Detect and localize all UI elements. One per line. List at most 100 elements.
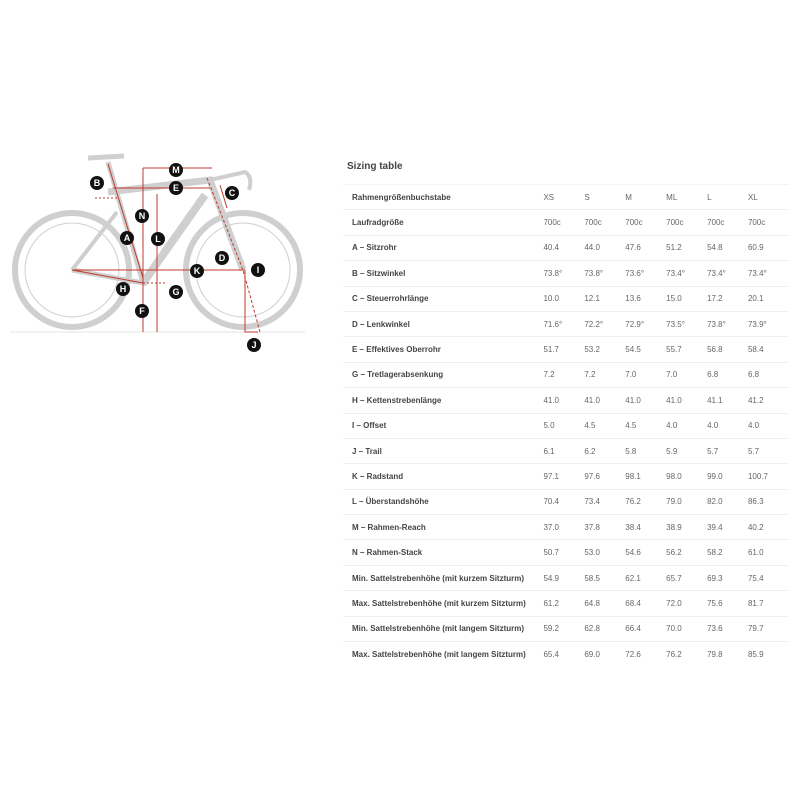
cell-value: 70.0 [666, 615, 708, 642]
cell-value: 13.6 [625, 285, 667, 312]
row-label: J – Trail [343, 437, 544, 464]
table-row: J – Trail 6.1 6.2 5.8 5.9 5.7 5.7 [343, 437, 789, 464]
row-label: Max. Sattelstrebenhöhe (mit langem Sitzt… [343, 641, 544, 667]
cell-value: 44.0 [584, 234, 626, 261]
cell-value: 41.0 [543, 387, 585, 414]
size-header-l: L [707, 183, 748, 210]
marker-n: N [135, 209, 149, 223]
svg-text:N: N [139, 211, 146, 221]
table-row: E – Effektives Oberrohr 51.7 53.2 54.5 55.7 5… [343, 336, 789, 363]
cell-value: 79.0 [666, 488, 708, 515]
marker-a: A [120, 231, 134, 245]
cell-value: 82.0 [707, 488, 748, 515]
row-label: Max. Sattelstrebenhöhe (mit kurzem Sitzt… [343, 590, 544, 617]
cell-value: 100.7 [747, 463, 789, 490]
cell-value: 56.8 [707, 336, 748, 363]
cell-value: 69.3 [707, 564, 748, 591]
svg-text:G: G [172, 287, 179, 297]
cell-value: 99.0 [707, 463, 748, 490]
cell-value: 72.9° [625, 310, 667, 337]
cell-value: 56.2 [666, 539, 708, 566]
cell-value: 58.4 [747, 336, 789, 363]
cell-value: 40.2 [747, 514, 789, 540]
cell-value: 39.4 [707, 514, 748, 540]
cell-value: 75.4 [747, 564, 789, 591]
marker-e: E [169, 181, 183, 195]
cell-value: 85.9 [747, 641, 789, 667]
table-row: N – Rahmen-Stack 50.7 53.0 54.6 56.2 58.2 61.0 [343, 539, 789, 566]
table-row: L – Überstandshöhe 70.4 73.4 76.2 79.0 82.0 86… [343, 488, 789, 515]
cell-value: 62.1 [625, 564, 667, 591]
cell-value: 700c [584, 209, 626, 236]
cell-value: 97.6 [584, 463, 626, 490]
cell-value: 38.9 [666, 514, 708, 540]
row-label: Laufradgröße [343, 209, 544, 236]
cell-value: 72.2° [584, 310, 626, 337]
cell-value: 6.8 [747, 361, 789, 388]
cell-value: 41.0 [666, 387, 708, 414]
cell-value: 40.4 [543, 234, 585, 261]
table-row: G – Tretlagerabsenkung 7.2 7.2 7.0 7.0 6.8 6.8 [343, 361, 789, 388]
table-row: Max. Sattelstrebenhöhe (mit kurzem Sitzt… [343, 590, 789, 617]
table-row: K – Radstand 97.1 97.6 98.1 98.0 99.0 100.7 [343, 463, 789, 490]
cell-value: 68.4 [625, 590, 667, 617]
bike-geometry-diagram: M E B C N A L D K I H G F J [10, 153, 305, 352]
size-header-xs: XS [543, 183, 585, 210]
cell-value: 66.4 [625, 615, 667, 642]
cell-value: 73.8° [707, 310, 748, 337]
marker-d: D [215, 251, 229, 265]
table-row: M – Rahmen-Reach 37.0 37.8 38.4 38.9 39.4 40.2 [343, 514, 789, 540]
cell-value: 51.7 [543, 336, 585, 363]
sizing-table: Rahmengrößenbuchstabe XS S M ML L XL Laufradgrö… [343, 183, 789, 667]
cell-value: 41.2 [747, 387, 789, 414]
cell-value: 54.5 [625, 336, 667, 363]
cell-value: 98.0 [666, 463, 708, 490]
row-label: K – Radstand [343, 463, 544, 490]
row-label: G – Tretlagerabsenkung [343, 361, 544, 388]
cell-value: 4.0 [747, 412, 789, 439]
cell-value: 12.1 [584, 285, 626, 312]
row-label: I – Offset [343, 412, 544, 439]
cell-value: 5.9 [666, 437, 708, 464]
cell-value: 55.7 [666, 336, 708, 363]
row-label: M – Rahmen-Reach [343, 514, 544, 540]
marker-g: G [169, 285, 183, 299]
marker-c: C [225, 186, 239, 200]
cell-value: 62.8 [584, 615, 626, 642]
svg-text:F: F [139, 306, 145, 316]
cell-value: 10.0 [543, 285, 585, 312]
table-row: Min. Sattelstrebenhöhe (mit kurzem Sitzt… [343, 564, 789, 591]
cell-value: 7.0 [625, 361, 667, 388]
svg-text:J: J [251, 340, 256, 350]
cell-value: 6.8 [707, 361, 748, 388]
cell-value: 47.6 [625, 234, 667, 261]
cell-value: 73.4 [584, 488, 626, 515]
cell-value: 50.7 [543, 539, 585, 566]
cell-value: 64.8 [584, 590, 626, 617]
svg-text:B: B [94, 178, 101, 188]
cell-value: 15.0 [666, 285, 708, 312]
row-label: N – Rahmen-Stack [343, 539, 544, 566]
cell-value: 37.8 [584, 514, 626, 540]
svg-text:H: H [120, 284, 127, 294]
svg-text:E: E [173, 183, 179, 193]
cell-value: 73.4° [747, 260, 789, 287]
row-label: D – Lenkwinkel [343, 310, 544, 337]
cell-value: 73.5° [666, 310, 708, 337]
cell-value: 76.2 [625, 488, 667, 515]
svg-text:I: I [257, 265, 260, 275]
cell-value: 58.2 [707, 539, 748, 566]
cell-value: 79.8 [707, 641, 748, 667]
marker-j: J [247, 338, 261, 352]
cell-value: 4.0 [666, 412, 708, 439]
svg-text:D: D [219, 253, 226, 263]
table-row: I – Offset 5.0 4.5 4.5 4.0 4.0 4.0 [343, 412, 789, 439]
cell-value: 41.1 [707, 387, 748, 414]
cell-value: 73.4° [666, 260, 708, 287]
sizing-table-title: Sizing table [347, 161, 403, 172]
cell-value: 73.6° [625, 260, 667, 287]
marker-f: F [135, 304, 149, 318]
cell-value: 4.5 [584, 412, 626, 439]
cell-value: 76.2 [666, 641, 708, 667]
cell-value: 5.8 [625, 437, 667, 464]
